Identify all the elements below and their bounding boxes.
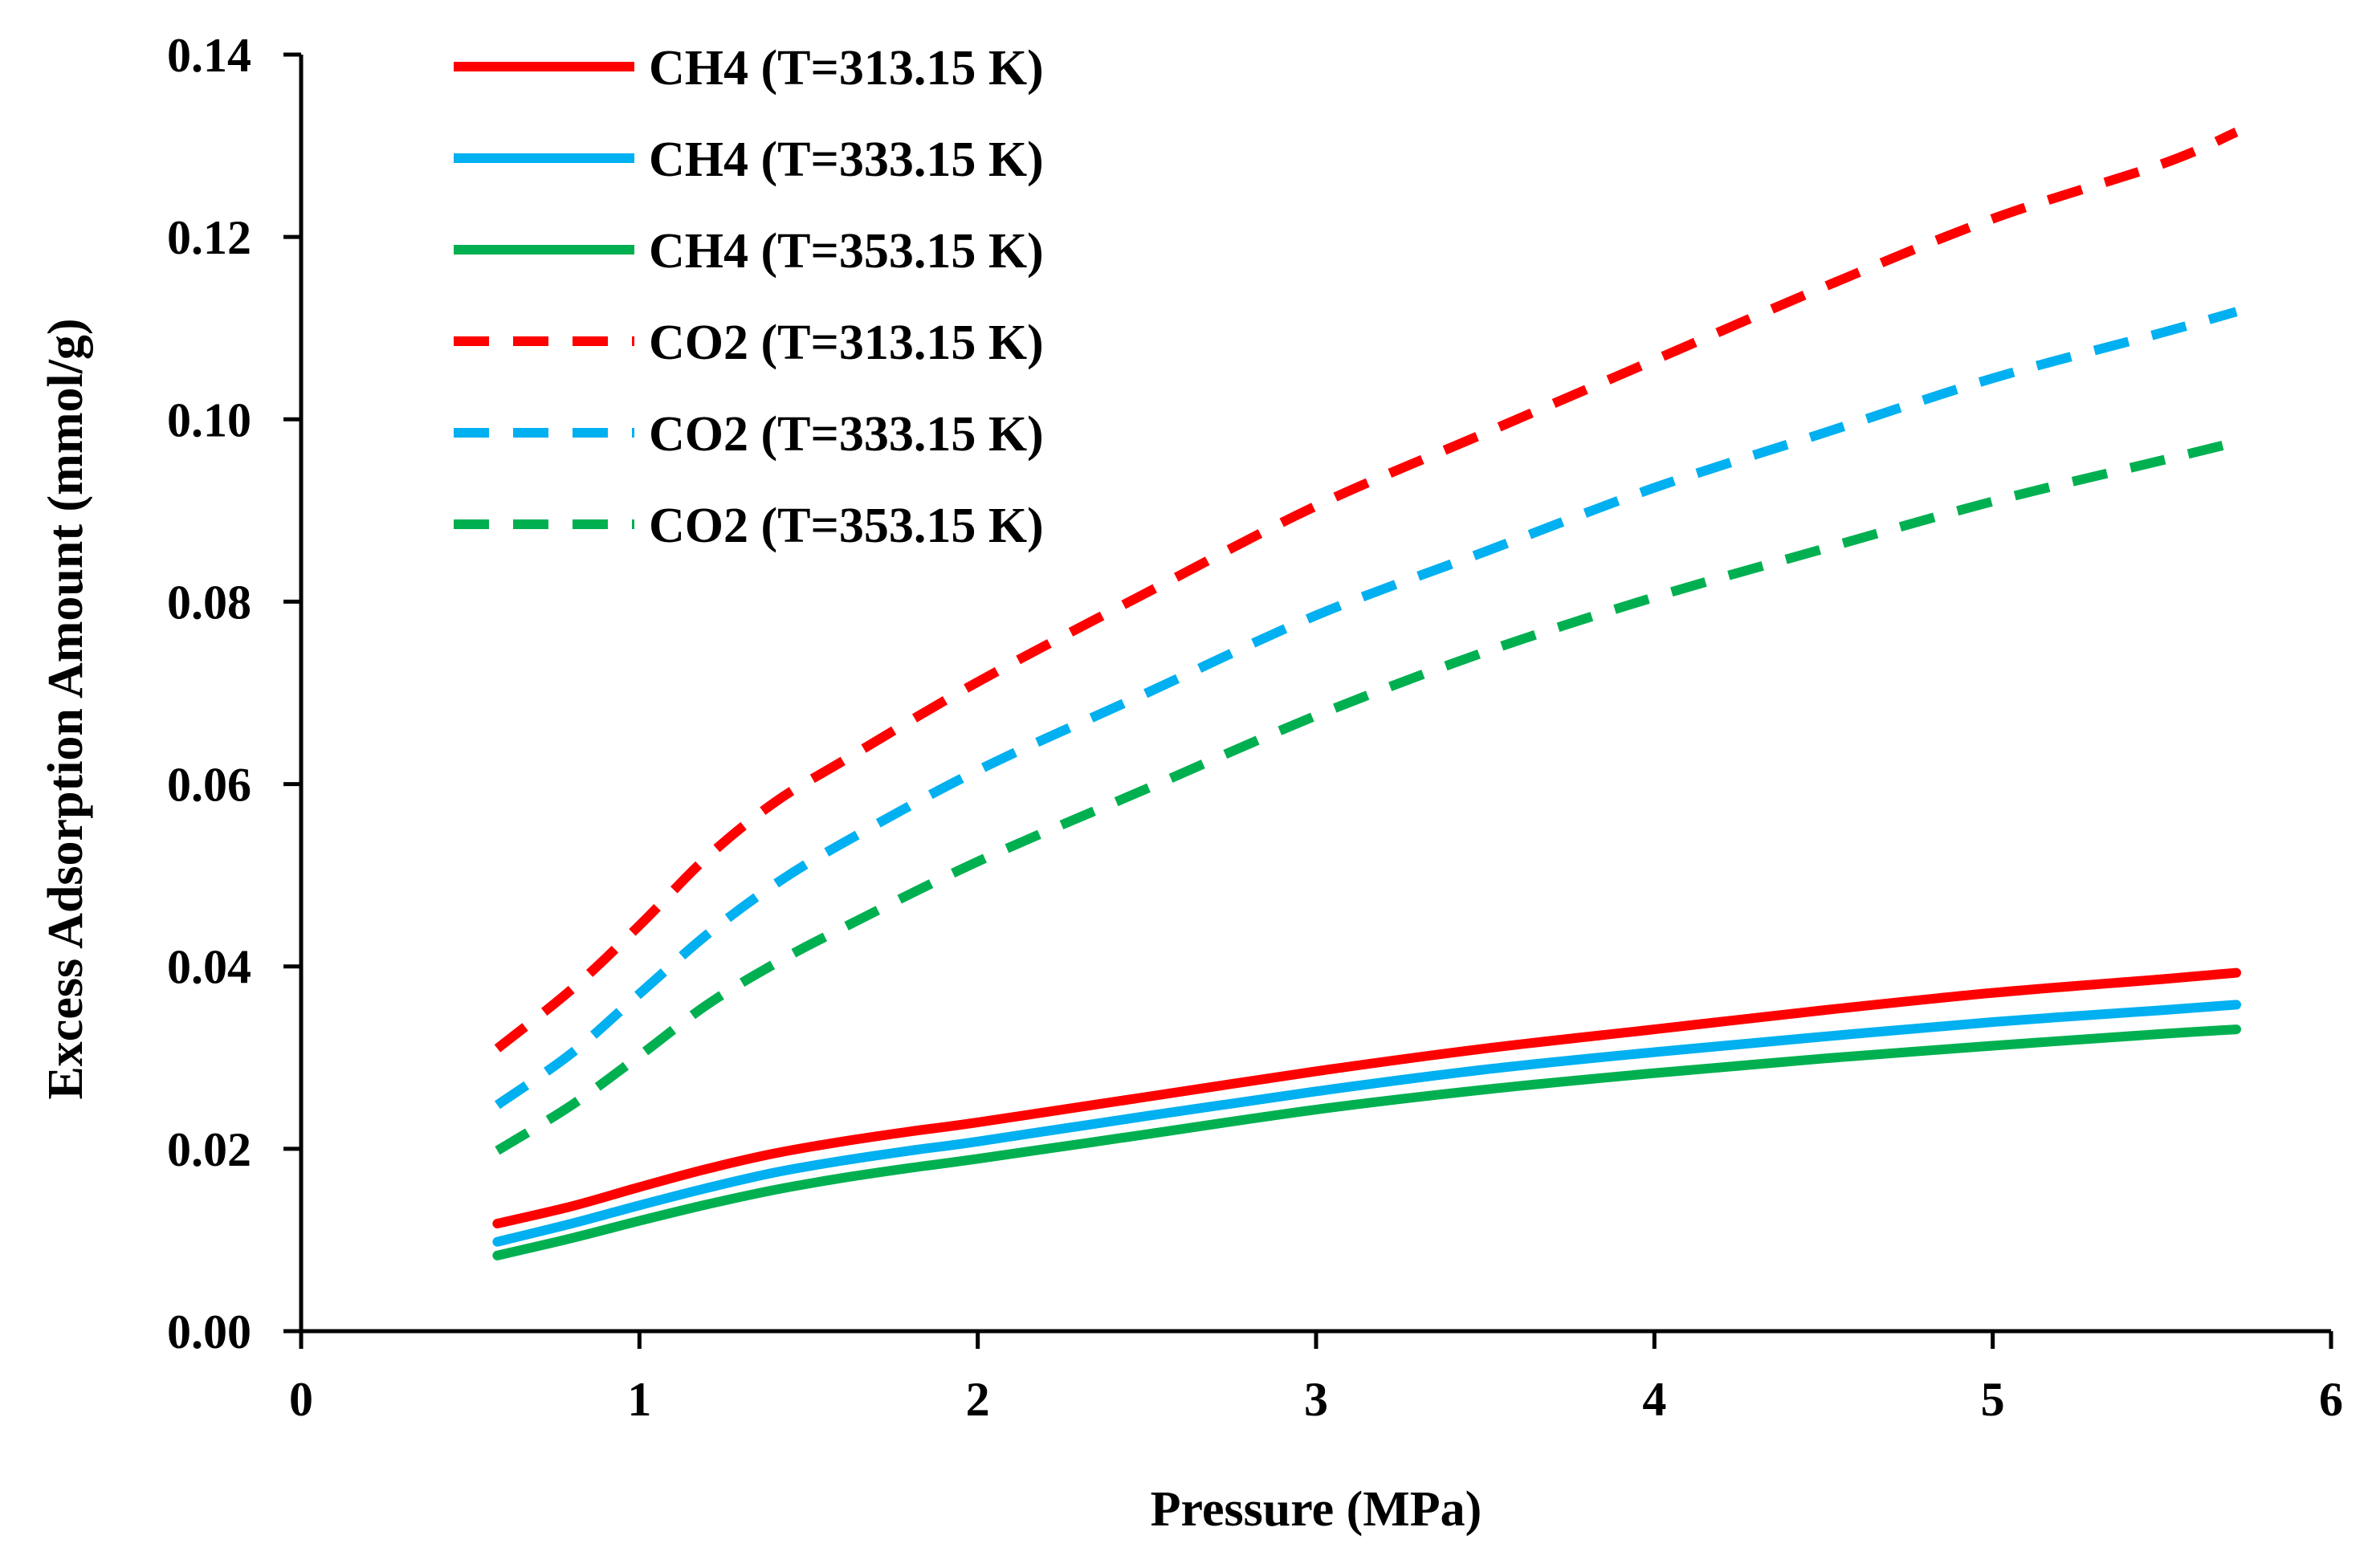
y-tick-label: 0.04 [167,941,251,994]
x-tick-label: 4 [1642,1373,1666,1426]
series-line-2 [492,1024,2242,1261]
y-tick-label: 0.12 [167,211,251,264]
legend-label-1: CH4 (T=333.15 K) [649,132,1044,187]
y-axis-title: Excess Adsorption Amount (mmol/g) [39,318,93,1099]
legend-label-0: CH4 (T=313.15 K) [649,41,1044,96]
y-tick-label: 0.06 [167,759,251,812]
x-tick-label: 2 [966,1373,990,1426]
legend-label-3: CO2 (T=313.15 K) [649,316,1044,370]
x-tick-label: 0 [289,1373,313,1426]
y-tick-label: 0.10 [167,393,251,446]
series-line-5 [495,437,2238,1155]
x-tick-label: 6 [2319,1373,2343,1426]
ticks-layer: 0.00 0.02 0.04 0.06 0.08 0.10 0.12 0.14 0 1 2 3 4 5 6 [167,29,2343,1426]
series-line-4 [494,307,2238,1110]
x-axis-title: Pressure (MPa) [1151,1482,1482,1537]
y-tick-label: 0.08 [167,576,251,629]
series-line-0 [492,967,2242,1228]
legend-label-2: CH4 (T=353.15 K) [649,224,1044,279]
legend: CH4 (T=313.15 K) CH4 (T=333.15 K) CH4 (T=3… [454,41,1044,553]
x-tick-label: 1 [627,1373,651,1426]
y-tick-label: 0.02 [167,1123,251,1176]
series-line-1 [492,1000,2242,1247]
legend-label-5: CO2 (T=353.15 K) [649,499,1044,553]
x-tick-label: 3 [1304,1373,1328,1426]
legend-label-4: CO2 (T=333.15 K) [649,407,1044,462]
series-layer [492,128,2242,1261]
y-tick-label: 0.14 [167,29,251,82]
x-tick-label: 5 [1981,1373,2005,1426]
series-line-3 [494,128,2239,1053]
y-tick-label: 0.00 [167,1305,251,1358]
